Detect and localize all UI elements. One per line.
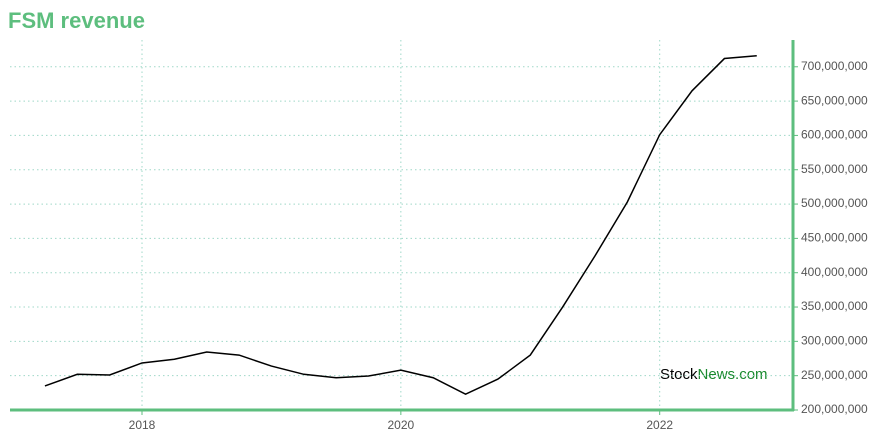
- y-tick-label: 650,000,000: [801, 93, 868, 107]
- x-tick-label: 2020: [388, 418, 415, 432]
- line-series: [44, 55, 757, 396]
- watermark: StockNews.com: [660, 366, 768, 383]
- y-tick-label: 600,000,000: [801, 128, 868, 142]
- watermark-part: Stock: [660, 366, 698, 383]
- y-tick-label: 450,000,000: [801, 231, 868, 245]
- y-tick-label: 200,000,000: [801, 402, 868, 416]
- chart-title: FSM revenue: [8, 8, 145, 33]
- y-tick-label: 300,000,000: [801, 334, 868, 348]
- y-tick-label: 350,000,000: [801, 299, 868, 313]
- y-tick-label: 500,000,000: [801, 196, 868, 210]
- x-tick-label: 2018: [129, 418, 156, 432]
- watermark-part: News.com: [698, 366, 768, 383]
- y-tick-label: 550,000,000: [801, 162, 868, 176]
- x-tick-label: 2022: [646, 418, 673, 432]
- y-tick-label: 250,000,000: [801, 368, 868, 382]
- y-tick-label: 400,000,000: [801, 265, 868, 279]
- y-tick-label: 700,000,000: [801, 59, 868, 73]
